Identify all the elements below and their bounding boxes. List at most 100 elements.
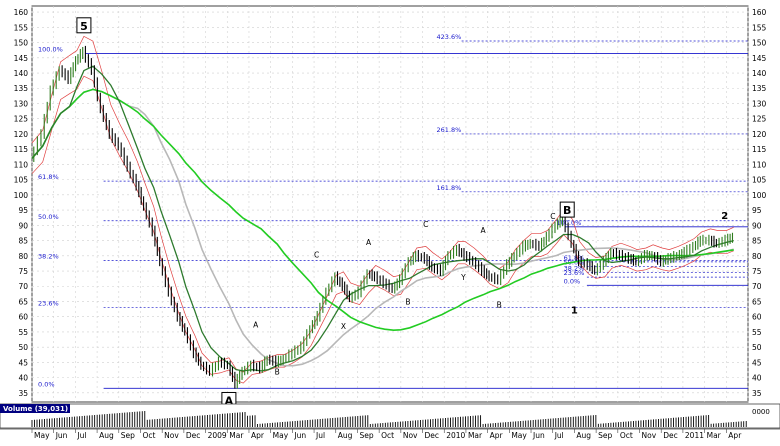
wave-label: B xyxy=(563,204,571,217)
wave-label: A xyxy=(366,238,372,247)
y-tick-label-left: 70 xyxy=(18,282,28,291)
wave-label: B xyxy=(405,297,410,306)
x-tick-label: 2011 xyxy=(685,431,704,440)
x-tick-label: Oct xyxy=(620,431,633,440)
wave-label-box xyxy=(76,17,92,34)
wave-label: A xyxy=(481,226,487,235)
y-tick-label-right: 120 xyxy=(752,130,767,139)
y-tick-label-right: 135 xyxy=(752,84,767,93)
fib-level-label: 61.8% xyxy=(564,254,585,262)
x-tick-label: Jun xyxy=(532,431,545,440)
x-tick-label: Nov xyxy=(164,431,179,440)
y-tick-label-left: 85 xyxy=(18,237,28,246)
y-tick-label-left: 100 xyxy=(14,191,29,200)
y-tick-label-right: 110 xyxy=(752,160,767,169)
wave-label: A xyxy=(225,394,234,407)
fib-level-layer: 100.0%423.6%261.8%61.8%161.8%50.0%100.0%… xyxy=(38,33,748,389)
x-tick-label: Aug xyxy=(338,431,353,440)
y-tick-label-left: 75 xyxy=(18,267,28,276)
fib-level-label: 161.8% xyxy=(437,184,462,192)
y-tick-label-left: 145 xyxy=(14,54,29,63)
y-tick-label-left: 150 xyxy=(14,39,29,48)
x-tick-label: Jun xyxy=(293,431,306,440)
x-tick-label: Aug xyxy=(99,431,114,440)
y-tick-label-left: 140 xyxy=(14,69,29,78)
y-tick-label-left: 40 xyxy=(18,374,28,383)
y-tick-label-left: 65 xyxy=(18,297,28,306)
wave-label: C xyxy=(423,220,428,229)
y-tick-label-left: 50 xyxy=(18,343,28,352)
fib-level-label: 0.0% xyxy=(564,277,581,285)
x-tick-label: Sep xyxy=(598,431,612,440)
x-tick-label: Nov xyxy=(403,431,418,440)
wave-label: A xyxy=(253,320,259,329)
y-tick-label-right: 130 xyxy=(752,99,767,108)
y-tick-label-right: 70 xyxy=(752,282,762,291)
x-tick-label: Jul xyxy=(315,431,325,440)
volume-label: Volume (39,031) xyxy=(3,405,68,413)
volume-axis-label: 0000 xyxy=(752,408,770,416)
y-tick-label-right: 90 xyxy=(752,221,762,230)
y-tick-label-right: 145 xyxy=(752,54,767,63)
x-tick-label: Sep xyxy=(121,431,135,440)
y-tick-label-right: 60 xyxy=(752,313,762,322)
wave-label: X xyxy=(341,322,346,331)
y-tick-label-right: 140 xyxy=(752,69,767,78)
y-tick-label-right: 160 xyxy=(752,8,767,17)
y-tick-label-left: 55 xyxy=(18,328,28,337)
y-tick-label-right: 65 xyxy=(752,297,762,306)
volume-label-bg xyxy=(0,404,70,413)
fib-level-label: 261.8% xyxy=(437,126,462,134)
y-tick-label-right: 75 xyxy=(752,267,762,276)
fib-level-label: 100.0% xyxy=(38,46,63,54)
x-tick-label: May xyxy=(273,431,289,440)
wave-label: B xyxy=(275,368,280,377)
y-tick-label-left: 95 xyxy=(18,206,28,215)
x-tick-label: Apr xyxy=(251,431,265,440)
fib-level-label: 50.0% xyxy=(38,213,59,221)
y-tick-label-right: 115 xyxy=(752,145,767,154)
x-tick-label: Jul xyxy=(76,431,86,440)
y-tick-label-right: 100 xyxy=(752,191,767,200)
x-tick-label: Mar xyxy=(707,431,722,440)
y-tick-label-left: 135 xyxy=(14,84,29,93)
x-tick-label: Dec xyxy=(186,431,201,440)
x-tick-label: Apr xyxy=(490,431,504,440)
y-tick-label-right: 105 xyxy=(752,176,767,185)
wave-label-box xyxy=(559,201,575,218)
grid-layer xyxy=(31,5,749,403)
fib-level-label: 61.8% xyxy=(38,173,59,181)
x-tick-label: Jul xyxy=(554,431,564,440)
axis-layer: 35 35 40 40 45 45 50 50 55 55 60 60 65 65 70 70 75 75 80 80… xyxy=(0,8,780,440)
x-tick-label: Nov xyxy=(642,431,657,440)
x-tick-label: Dec xyxy=(663,431,678,440)
y-tick-label-right: 55 xyxy=(752,328,762,337)
x-tick-label: Mar xyxy=(229,431,244,440)
x-tick-label: Apr xyxy=(728,431,742,440)
fib-level-label: 0.0% xyxy=(38,380,55,388)
upper-envelope-line xyxy=(31,35,734,373)
x-tick-label: May xyxy=(511,431,527,440)
y-tick-label-right: 80 xyxy=(752,252,762,261)
x-tick-label: Dec xyxy=(425,431,440,440)
x-tick-label: Mar xyxy=(468,431,483,440)
price-layer xyxy=(33,45,734,389)
y-tick-label-left: 90 xyxy=(18,221,28,230)
volume-pane: Volume (39,031) 0000 xyxy=(0,403,780,429)
x-tick-label: Sep xyxy=(359,431,373,440)
y-tick-label-left: 105 xyxy=(14,176,29,185)
x-tick-label: Oct xyxy=(142,431,155,440)
fib-level-label: 23.6% xyxy=(564,269,585,277)
y-tick-label-left: 125 xyxy=(14,115,29,124)
x-tick-label: May xyxy=(34,431,50,440)
y-tick-label-left: 160 xyxy=(14,8,29,17)
y-tick-label-left: 110 xyxy=(14,160,29,169)
x-tick-label: Aug xyxy=(576,431,591,440)
y-tick-label-left: 60 xyxy=(18,313,28,322)
y-tick-label-right: 125 xyxy=(752,115,767,124)
wave-label: C xyxy=(550,212,555,221)
y-tick-label-left: 115 xyxy=(14,145,29,154)
y-tick-label-left: 35 xyxy=(18,389,28,398)
y-tick-label-right: 155 xyxy=(752,23,767,32)
